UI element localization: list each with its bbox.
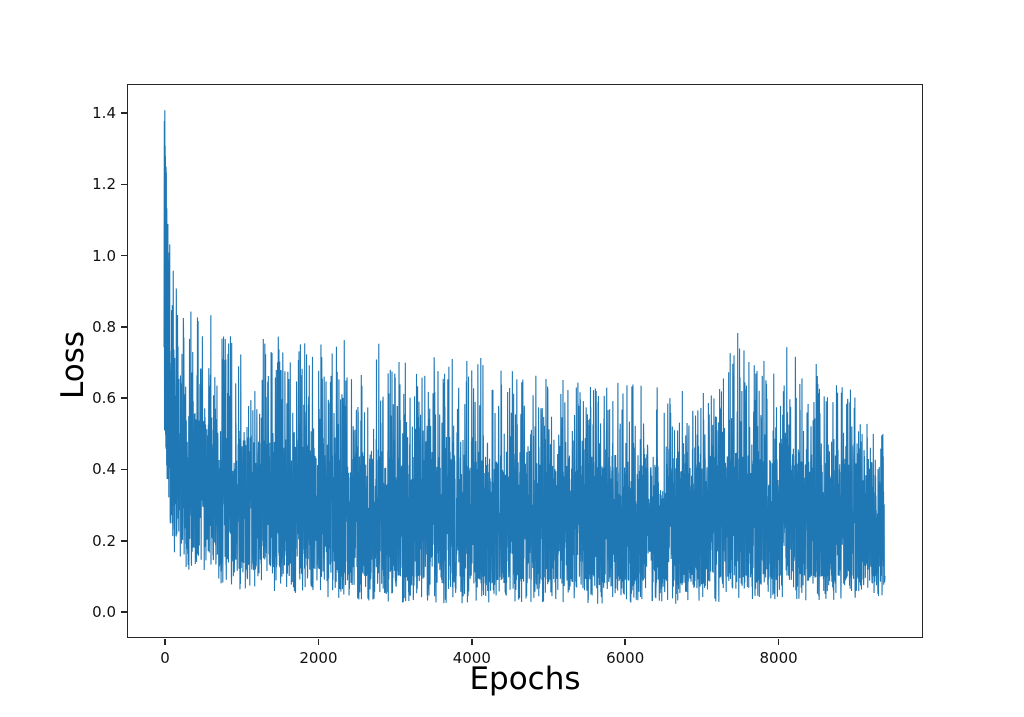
y-tick-mark — [120, 539, 128, 542]
y-tick-mark — [120, 183, 128, 186]
loss-line-series — [163, 110, 886, 604]
y-tick-mark — [120, 326, 128, 328]
y-tick-label: 1.2 — [92, 175, 116, 194]
x-tick-mark — [624, 638, 626, 646]
y-tick-mark — [120, 112, 128, 114]
x-tick-mark — [164, 638, 166, 646]
x-tick-label: 0 — [160, 649, 170, 667]
y-tick-label: 1.4 — [92, 104, 116, 123]
y-tick-label: 0.8 — [92, 317, 116, 336]
y-axis-label: Loss — [55, 331, 91, 399]
y-tick-label: 0.0 — [92, 603, 116, 622]
y-tick-mark — [120, 254, 128, 257]
x-tick-mark — [777, 638, 780, 646]
y-tick-label: 0.2 — [92, 531, 116, 550]
plot-area — [127, 84, 923, 638]
x-tick-mark — [317, 638, 320, 646]
y-tick-mark — [120, 397, 128, 399]
y-tick-mark — [120, 611, 128, 613]
x-tick-label: 2000 — [299, 649, 338, 667]
y-tick-label: 1.0 — [92, 246, 116, 265]
x-axis-label: Epochs — [469, 661, 581, 697]
x-tick-mark — [471, 638, 473, 646]
x-tick-label: 8000 — [759, 649, 798, 667]
x-tick-label: 6000 — [606, 649, 645, 667]
y-tick-label: 0.4 — [92, 460, 116, 479]
y-tick-mark — [120, 468, 128, 471]
x-tick-label: 4000 — [452, 649, 491, 667]
loss-chart-canvas — [163, 110, 886, 604]
y-tick-label: 0.6 — [92, 389, 116, 408]
